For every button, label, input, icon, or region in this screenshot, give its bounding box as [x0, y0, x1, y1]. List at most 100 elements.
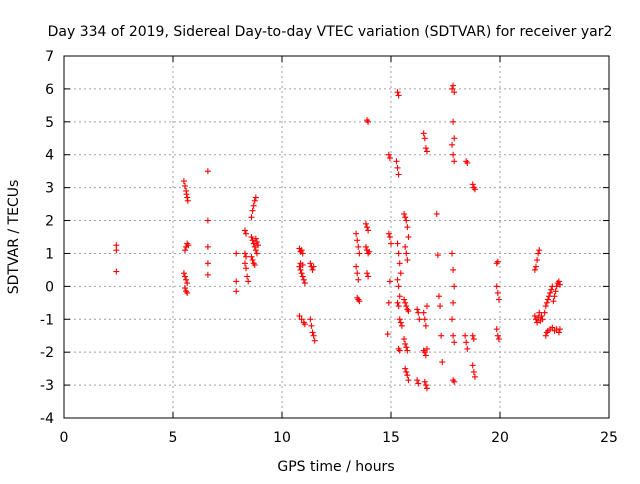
- data-point: [298, 270, 305, 277]
- data-point: [353, 230, 360, 237]
- data-point: [423, 345, 430, 352]
- data-point: [311, 337, 318, 344]
- data-point: [422, 145, 429, 152]
- data-point: [252, 235, 259, 242]
- data-point: [541, 309, 548, 316]
- data-point: [252, 247, 259, 254]
- data-point: [385, 299, 392, 306]
- data-point: [464, 159, 471, 166]
- data-point: [470, 368, 477, 375]
- data-point: [184, 280, 191, 287]
- data-point: [250, 240, 257, 247]
- data-point: [249, 237, 256, 244]
- data-point: [494, 258, 501, 265]
- data-point: [249, 207, 256, 214]
- data-point: [184, 289, 191, 296]
- data-point: [433, 210, 440, 217]
- data-point: [401, 210, 408, 217]
- data-point: [555, 278, 562, 285]
- data-point: [185, 242, 192, 249]
- data-point: [450, 82, 457, 89]
- data-point: [493, 283, 500, 290]
- data-point: [386, 278, 393, 285]
- data-point: [415, 309, 422, 316]
- y-tick-labels: -4 -3 -2 -1 0 1 2 3 4 5 6 7: [40, 49, 54, 427]
- data-point: [395, 92, 402, 99]
- x-tick-label: 20: [491, 430, 509, 446]
- data-point: [386, 234, 393, 240]
- data-point: [310, 263, 317, 270]
- data-point: [241, 227, 248, 234]
- data-point: [181, 182, 188, 189]
- axis-ticks: [63, 55, 610, 419]
- x-axis-label: GPS time / hours: [277, 459, 394, 475]
- data-point: [462, 332, 469, 339]
- data-point: [252, 194, 259, 201]
- data-point: [355, 243, 362, 250]
- data-point: [422, 382, 429, 389]
- data-point: [451, 158, 458, 165]
- data-point: [356, 298, 363, 305]
- data-point: [403, 217, 410, 224]
- data-point: [299, 250, 306, 257]
- data-point: [403, 250, 410, 257]
- data-point: [355, 276, 362, 283]
- data-point: [450, 151, 457, 158]
- data-points: [113, 82, 563, 392]
- data-point: [243, 253, 250, 260]
- x-tick-label: 25: [600, 430, 618, 446]
- data-point: [394, 89, 401, 96]
- data-point: [534, 319, 541, 326]
- data-point: [298, 247, 305, 254]
- data-point: [396, 260, 403, 267]
- y-axis-label: SDTVAR / TECUs: [6, 180, 22, 295]
- data-point: [422, 352, 429, 359]
- data-point: [421, 349, 428, 356]
- data-point: [421, 316, 428, 323]
- data-point: [437, 303, 444, 310]
- data-point: [310, 332, 317, 339]
- data-point: [423, 303, 430, 310]
- data-point: [555, 329, 562, 336]
- y-tick-label: -2: [40, 345, 54, 361]
- data-point: [414, 377, 421, 384]
- data-point: [450, 118, 457, 125]
- y-tick-label: -1: [40, 312, 54, 328]
- data-point: [534, 257, 541, 264]
- data-point: [184, 197, 191, 204]
- data-point: [354, 270, 361, 277]
- plot-frame: [63, 55, 610, 419]
- data-point: [451, 378, 458, 385]
- data-point: [396, 316, 403, 323]
- data-point: [469, 362, 476, 369]
- data-point: [309, 266, 316, 273]
- data-point: [243, 265, 250, 272]
- data-point: [308, 322, 315, 329]
- data-point: [233, 278, 240, 285]
- data-point: [405, 377, 412, 384]
- data-point: [450, 299, 457, 306]
- data-point: [495, 336, 502, 343]
- data-point: [204, 217, 211, 224]
- data-point: [539, 316, 546, 323]
- data-point: [402, 243, 409, 250]
- data-point: [299, 273, 306, 280]
- data-point: [420, 130, 427, 137]
- data-point: [553, 283, 560, 290]
- data-point: [405, 234, 412, 240]
- data-point: [450, 332, 457, 339]
- data-point: [395, 171, 402, 178]
- data-point: [296, 312, 303, 319]
- data-point: [307, 260, 314, 267]
- data-point: [204, 271, 211, 278]
- data-point: [404, 372, 411, 379]
- data-point: [471, 373, 478, 380]
- chart-title: Day 334 of 2019, Sidereal Day-to-day VTE…: [48, 24, 613, 40]
- data-point: [556, 281, 563, 288]
- data-point: [405, 308, 412, 315]
- x-tick-label: 0: [60, 430, 69, 446]
- data-point: [365, 273, 372, 280]
- data-point: [470, 336, 477, 343]
- data-point: [365, 227, 372, 234]
